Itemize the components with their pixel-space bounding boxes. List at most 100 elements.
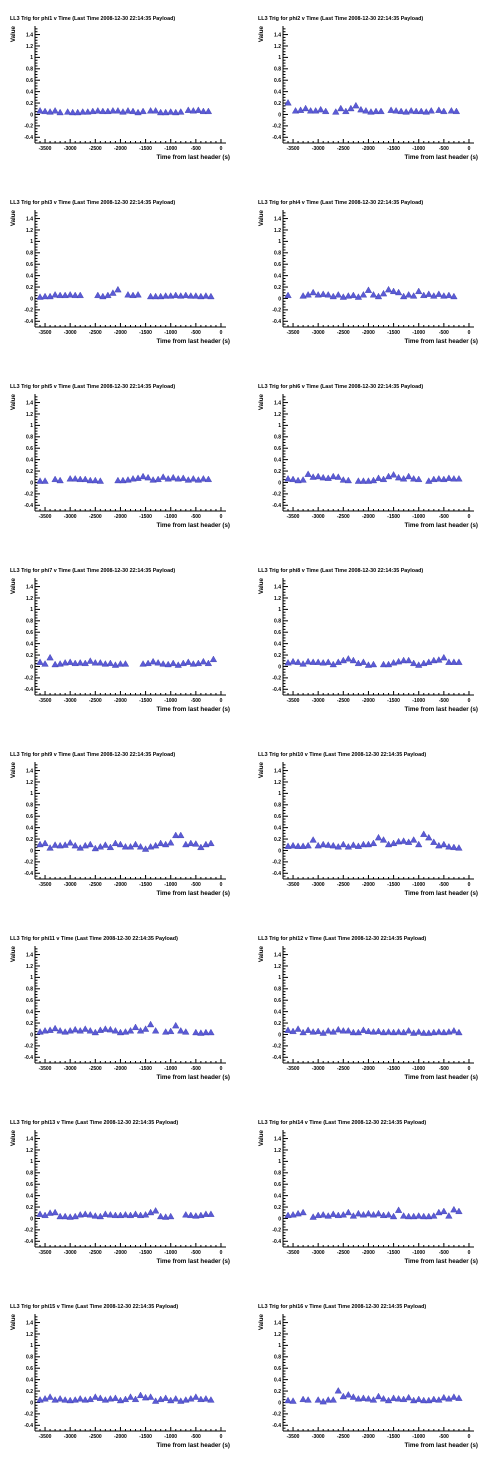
scatter-chart: LL3 Trig for phi3 v Time (Last Time 2008… [10, 200, 230, 345]
data-point-marker [197, 1211, 205, 1219]
data-point-marker [119, 108, 127, 115]
data-point-marker [399, 1212, 408, 1219]
data-point-marker [294, 1025, 302, 1032]
data-point-marker [420, 1396, 428, 1404]
data-point-marker [425, 658, 433, 665]
x-axis-label: Time from last header (s) [405, 1442, 478, 1449]
data-point-marker [301, 104, 310, 112]
x-tick-label: -3500 [287, 1066, 300, 1072]
data-point-marker [309, 288, 317, 296]
data-point-marker [157, 292, 165, 300]
data-point-marker [289, 1211, 297, 1218]
data-point-marker [86, 1211, 94, 1218]
y-tick-label: 0.8 [26, 987, 33, 993]
data-point-marker [187, 839, 195, 847]
scatter-chart: LL3 Trig for phi6 v Time (Last Time 2008… [258, 384, 478, 529]
data-point-marker [445, 1395, 453, 1402]
data-point-marker [389, 471, 398, 478]
data-point-marker [207, 1028, 215, 1036]
x-tick-label: 0 [468, 1434, 471, 1440]
data-point-marker [81, 475, 89, 483]
y-tick-label: 1.4 [274, 216, 281, 222]
data-point-marker [364, 840, 373, 848]
y-tick-label: 0.2 [274, 1389, 281, 1395]
data-point-marker [384, 1028, 393, 1035]
x-tick-label: -1500 [387, 1250, 400, 1256]
data-point-marker [159, 473, 167, 480]
x-tick-label: -3000 [64, 1066, 77, 1072]
data-point-marker [129, 475, 137, 482]
data-point-marker [146, 843, 155, 850]
chart-title: LL3 Trig for phi8 v Time (Last Time 2008… [258, 568, 423, 574]
data-point-marker [430, 1212, 438, 1219]
y-tick-label: 0.8 [274, 619, 281, 625]
x-tick-label: -1500 [387, 146, 400, 152]
data-point-marker [440, 653, 448, 661]
y-tick-label: 1.2 [26, 780, 33, 786]
y-tick-label: 0.2 [26, 1389, 33, 1395]
data-point-marker [81, 1210, 89, 1217]
x-tick-label: -1500 [387, 882, 400, 888]
data-point-marker [455, 475, 463, 482]
x-tick-label: -2500 [89, 330, 102, 336]
y-tick-label: 0.6 [274, 1366, 281, 1372]
data-point-marker [169, 473, 177, 481]
x-tick-label: -500 [191, 146, 201, 152]
data-point-marker [69, 108, 77, 116]
data-point-marker [41, 839, 49, 847]
data-point-marker [447, 107, 456, 114]
y-tick-label: 0.4 [274, 641, 281, 647]
data-point-marker [174, 661, 182, 668]
data-point-marker [106, 1211, 115, 1218]
data-point-marker [364, 1395, 373, 1402]
data-point-marker [384, 1211, 393, 1218]
data-point-marker [425, 1396, 433, 1404]
x-tick-label: -2000 [362, 882, 375, 888]
x-axis-label: Time from last header (s) [405, 706, 478, 713]
data-point-marker [394, 288, 403, 296]
data-point-marker [359, 291, 368, 298]
data-point-marker [410, 292, 418, 299]
data-point-marker [134, 474, 142, 481]
x-tick-label: -3500 [287, 146, 300, 152]
data-point-marker [354, 1395, 363, 1402]
x-tick-label: -500 [191, 698, 201, 704]
data-point-marker [207, 1210, 215, 1217]
y-tick-label: -0.4 [24, 1055, 33, 1061]
chart-panel: LL3 Trig for phi11 v Time (Last Time 200… [0, 920, 248, 1104]
x-tick-label: -2500 [337, 514, 350, 520]
data-point-marker [407, 107, 415, 114]
data-point-marker [51, 291, 59, 298]
data-point-marker [129, 291, 137, 299]
data-point-marker [344, 1027, 352, 1034]
data-point-marker [81, 1396, 89, 1403]
y-axis-label: Value [258, 1313, 265, 1330]
y-tick-label: -0.2 [272, 308, 281, 314]
data-point-marker [177, 1397, 185, 1404]
data-point-marker [324, 474, 332, 481]
scatter-chart: LL3 Trig for phi9 v Time (Last Time 2008… [10, 752, 230, 897]
data-point-marker [450, 1027, 458, 1034]
x-tick-label: 0 [220, 146, 223, 152]
data-point-marker [450, 843, 458, 851]
y-tick-label: 0.8 [26, 1355, 33, 1361]
scatter-chart: LL3 Trig for phi10 v Time (Last Time 200… [258, 752, 478, 897]
x-tick-label: -3000 [64, 1434, 77, 1440]
y-tick-label: -0.4 [272, 1423, 281, 1429]
y-tick-label: 0 [30, 480, 33, 486]
data-point-marker [337, 104, 345, 112]
data-point-marker [116, 1211, 125, 1219]
data-point-marker [379, 289, 388, 297]
data-point-marker [157, 1212, 165, 1220]
data-point-marker [289, 1027, 297, 1035]
scatter-chart: LL3 Trig for phi1 v Time (Last Time 2008… [10, 16, 230, 161]
x-tick-label: -2000 [362, 698, 375, 704]
data-point-marker [284, 1026, 292, 1033]
y-tick-label: 0 [278, 1400, 281, 1406]
y-tick-label: 1.4 [26, 952, 33, 958]
data-point-marker [445, 291, 453, 299]
x-tick-label: -500 [191, 882, 201, 888]
y-tick-label: 0.8 [274, 1355, 281, 1361]
data-point-marker [116, 1396, 125, 1404]
